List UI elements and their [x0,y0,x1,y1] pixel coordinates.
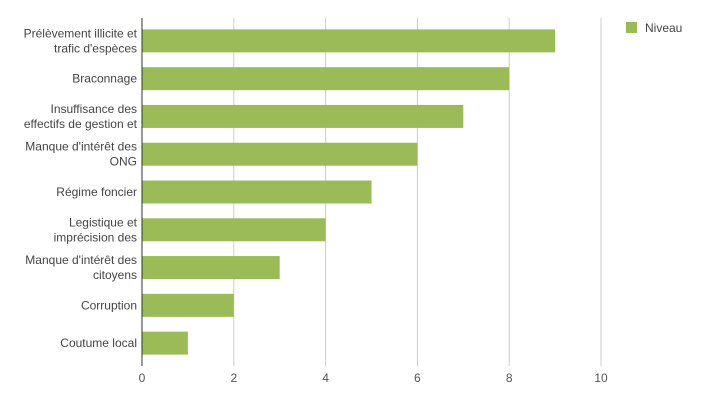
category-label-line: Régime foncier [56,185,137,199]
category-label: Manque d'intérêt des citoyens [25,253,137,282]
bar [142,331,188,355]
category-label-line: Corruption [81,298,137,312]
category-label: Braconnage [72,72,137,86]
bar [142,29,556,53]
x-tick-label: 8 [506,371,513,385]
bars [142,29,556,355]
bar [142,218,326,242]
category-label-line: Legistique et [69,215,138,229]
legend-label: Niveau [645,21,682,35]
category-label: Coutume local [60,336,137,350]
x-tick-label: 6 [414,371,421,385]
category-label: Prélèvement illicite et trafic d'espèces [24,26,138,55]
x-tick-label: 4 [322,371,329,385]
bar [142,256,280,280]
category-label-line: Insuffisance des [50,102,137,116]
category-label: Insuffisance des effectifs de gestion et [24,102,138,131]
bar [142,67,510,91]
bar [142,142,418,166]
category-label-line: citoyens [93,268,137,282]
category-label: Manque d'intérêt des ONG [25,140,137,169]
category-label-line: Prélèvement illicite et [24,26,138,40]
bar [142,293,234,317]
bar [142,180,372,204]
category-label: Legistique et imprécision des [54,215,138,244]
legend-swatch [626,22,637,33]
category-label-line: Manque d'intérêt des [25,253,137,267]
bar [142,104,464,128]
category-label: Corruption [81,298,137,312]
legend: Niveau [626,21,682,35]
x-tick-label: 10 [594,371,608,385]
category-label-line: effectifs de gestion et [24,117,138,131]
category-label-line: imprécision des [54,230,137,244]
category-labels: Prélèvement illicite et trafic d'espèces B… [24,26,138,350]
x-tick-label: 2 [230,371,237,385]
category-label-line: Coutume local [60,336,137,350]
category-label: Régime foncier [56,185,137,199]
category-label-line: ONG [110,155,137,169]
category-label-line: trafic d'espèces [54,41,137,55]
x-tick-label: 0 [139,371,146,385]
category-label-line: Manque d'intérêt des [25,140,137,154]
category-label-line: Braconnage [72,72,137,86]
x-tick-labels: 0 2 4 6 8 10 [139,371,608,385]
